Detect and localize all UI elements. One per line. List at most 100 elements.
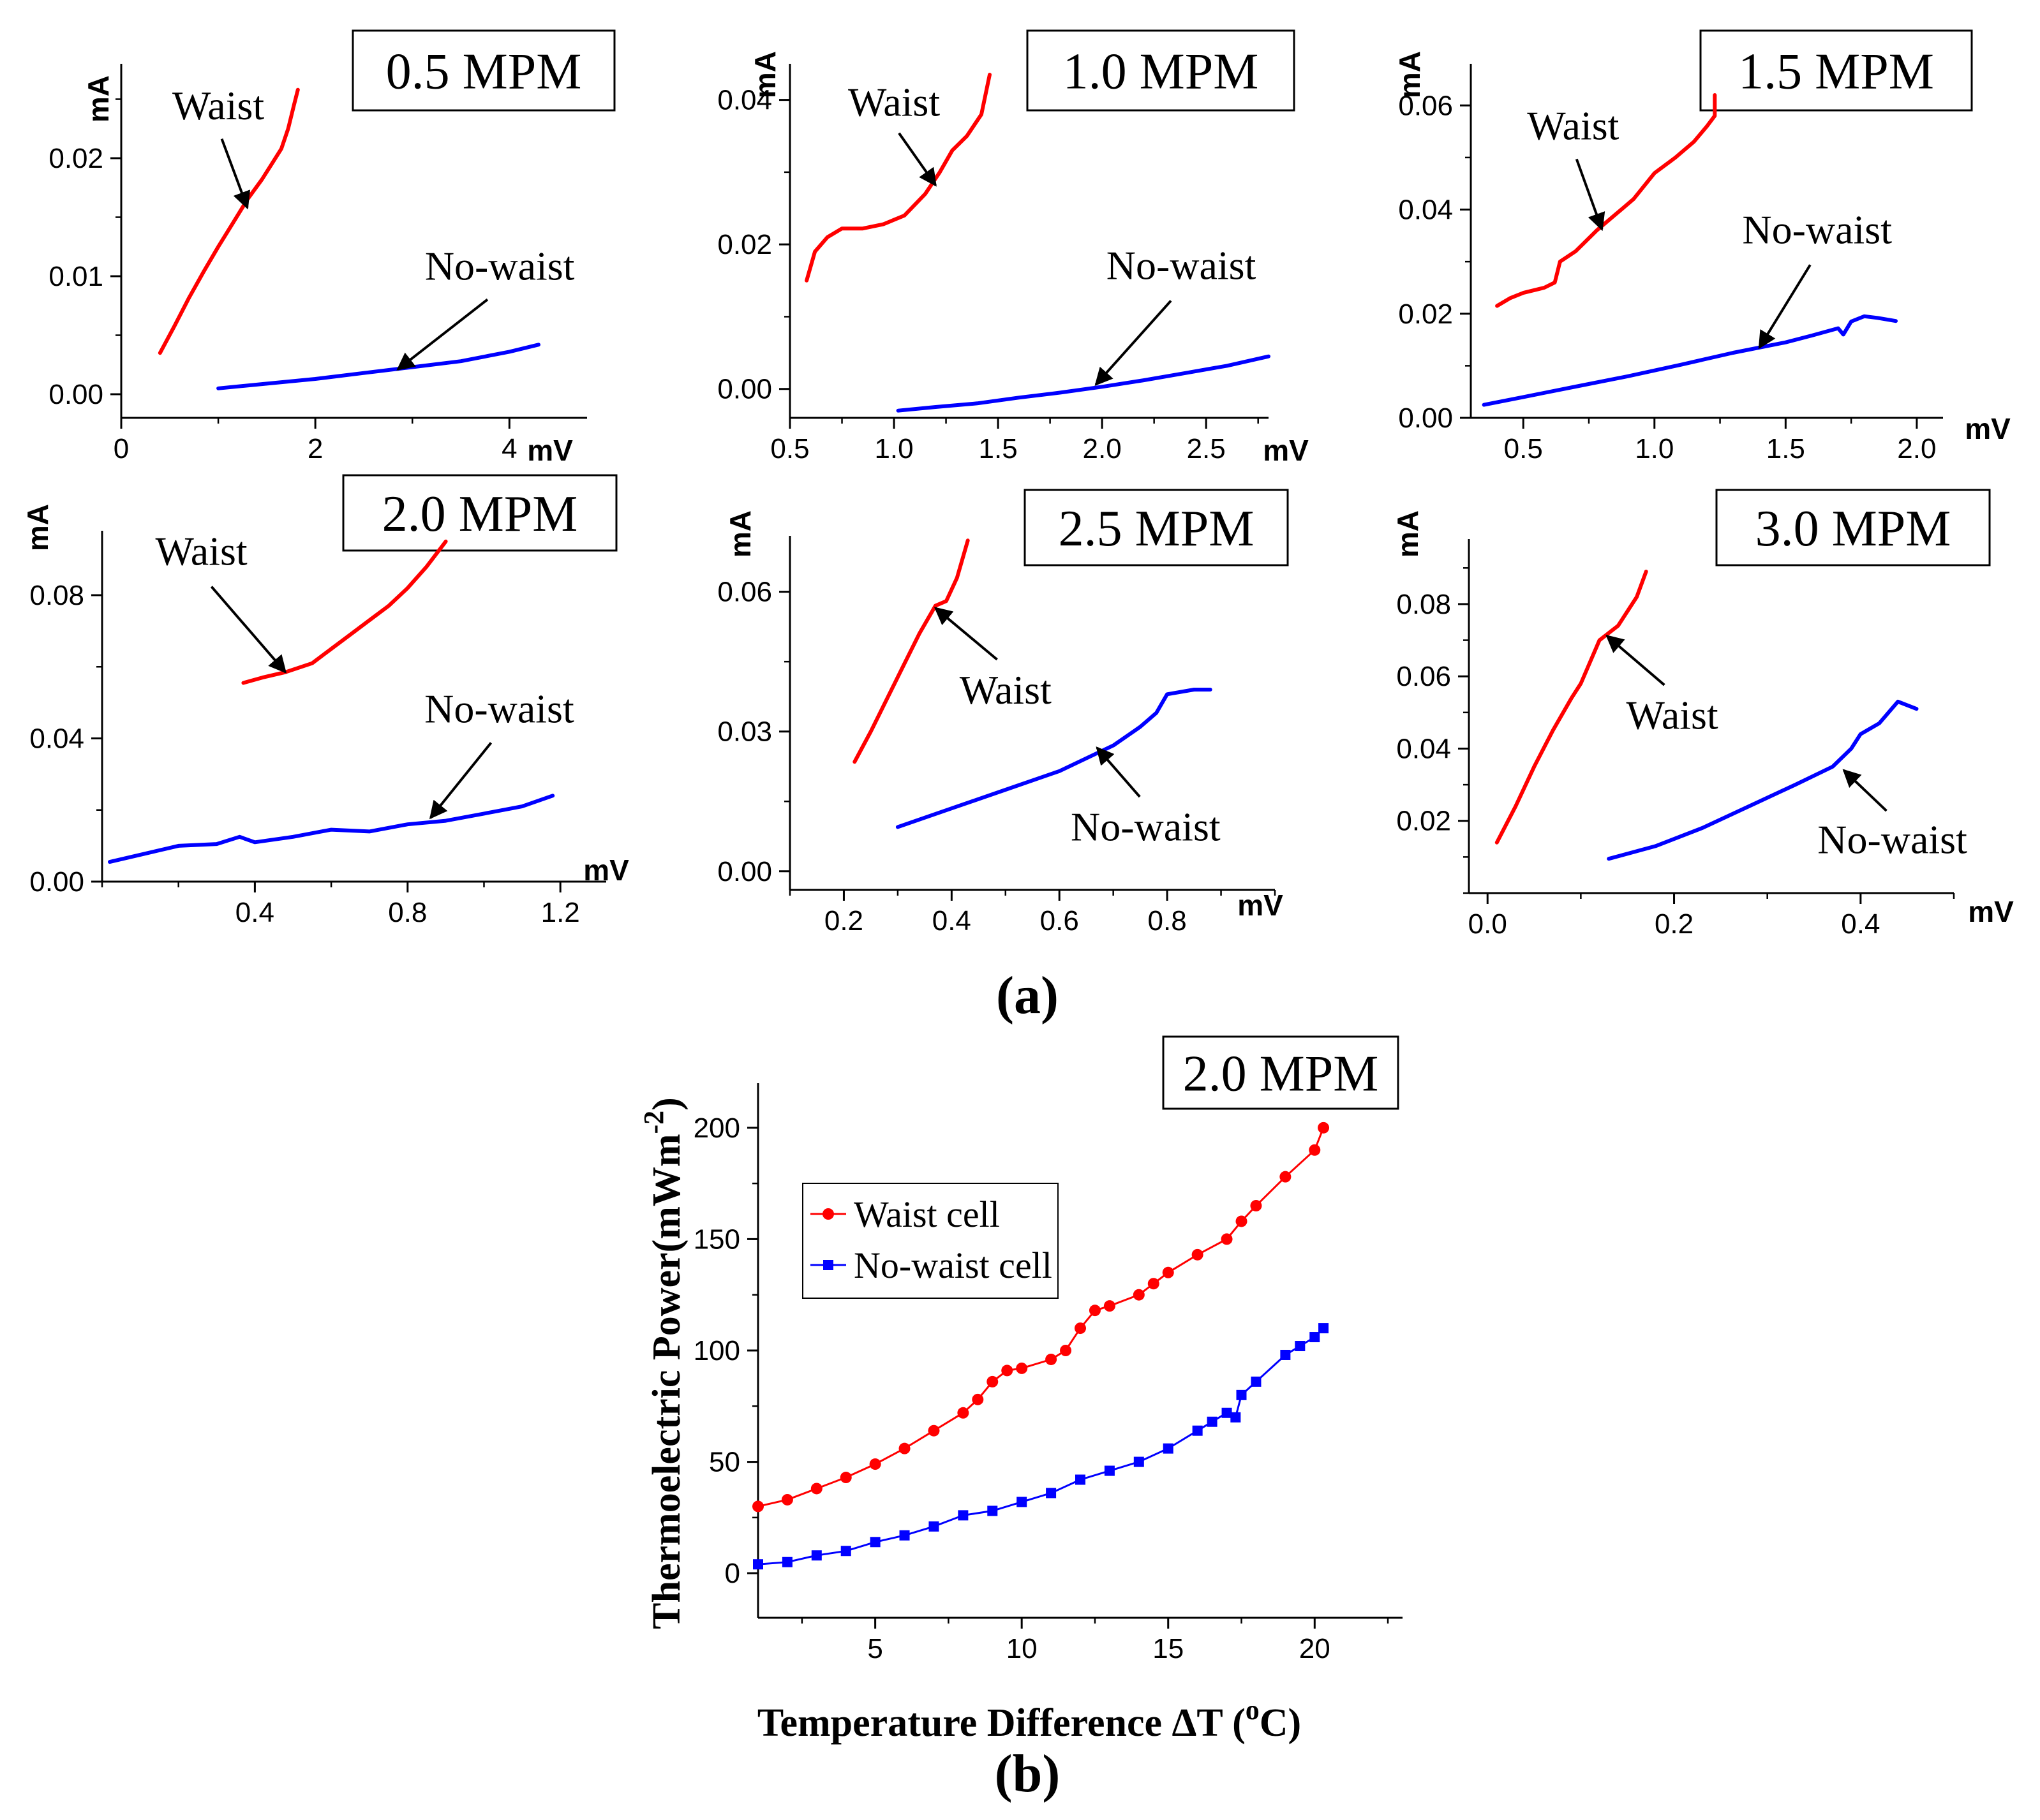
x-tick-label: 0.8	[388, 897, 427, 928]
y-tick-label: 0.04	[1398, 195, 1453, 226]
x-tick-label: 0	[114, 433, 129, 464]
x-tick-label: 4	[502, 433, 517, 464]
speed-label: 1.5 MPM	[1738, 44, 1934, 100]
y-axis-unit: mA	[21, 504, 54, 551]
data-point-waist-cell	[957, 1407, 969, 1419]
y-tick-label: 0.04	[1396, 733, 1451, 764]
y-axis-title-main: Thermoelectric Power(mWm	[645, 1134, 689, 1629]
annotation-waist: Waist	[156, 528, 248, 573]
speed-label-box: 3.0 MPM	[1715, 489, 1991, 566]
series-line-no-waist	[896, 354, 1270, 413]
iv-chart-2-0-mpm: 0.4 0.8 1.2 0.00 0.04 0.08 2.0 MPM mV mA Waist No-…	[21, 474, 629, 928]
y-tick-label: 0.02	[48, 143, 103, 174]
axes: 0.5 1.0 1.5 2.0 0.00 0.02 0.04 0.06	[1398, 64, 1943, 464]
x-tick-label: 1.5	[1766, 433, 1805, 464]
annotation-waist: Waist	[960, 667, 1052, 713]
data-point-no-waist-cell	[987, 1506, 998, 1516]
series-line-no-waist	[1607, 699, 1919, 861]
data-point-waist-cell	[1103, 1300, 1115, 1312]
y-axis-unit: mA	[82, 75, 115, 122]
y-tick-label: 100	[694, 1335, 740, 1366]
y-tick-label: 0.02	[717, 229, 772, 260]
annotation-no-waist: No-waist	[1742, 207, 1892, 253]
data-point-waist-cell	[1318, 1121, 1330, 1134]
x-axis-unit: mV	[1263, 434, 1309, 467]
x-axis-unit: mV	[1237, 889, 1283, 922]
speed-label-frame	[352, 29, 616, 112]
data-point-waist-cell	[1060, 1345, 1072, 1356]
speed-label-frame	[1715, 489, 1991, 566]
data-point-waist-cell	[1309, 1144, 1321, 1156]
annotation-no-waist: No-waist	[1071, 804, 1221, 850]
axes: 0.5 1.0 1.5 2.0 2.5 0.00 0.02 0.04	[717, 64, 1269, 464]
x-tick-label: 20	[1299, 1633, 1330, 1664]
data-point-waist-cell	[1147, 1278, 1159, 1290]
x-tick-label: 0.4	[235, 897, 274, 928]
x-tick-label: 0.4	[932, 905, 971, 936]
annotation-waist: Waist	[172, 83, 264, 128]
data-point-waist-cell	[752, 1500, 764, 1513]
x-tick-label: 0.6	[1040, 905, 1079, 936]
y-tick-label: 0.08	[1396, 589, 1451, 620]
x-tick-label: 0.2	[1655, 908, 1694, 940]
x-tick-label: 2.5	[1187, 433, 1226, 464]
annotation-arrow	[1758, 264, 1812, 350]
data-point-no-waist-cell	[782, 1557, 793, 1567]
x-tick-label: 0.0	[1468, 908, 1507, 940]
speed-label-box: 2.5 MPM	[1024, 489, 1289, 566]
data-point-no-waist-cell	[811, 1550, 822, 1561]
y-tick-label: 200	[694, 1113, 740, 1144]
y-axis-title: Thermoelectric Power(mWm-2)	[638, 1097, 689, 1629]
data-point-no-waist-cell	[753, 1559, 763, 1570]
data-point-no-waist-cell	[1230, 1412, 1241, 1423]
y-tick-label: 0.00	[717, 856, 772, 887]
x-axis-title-sup: o	[1246, 1694, 1260, 1726]
series-line-waist	[241, 539, 448, 685]
data-point-no-waist-cell	[1163, 1443, 1173, 1454]
x-axis-title-main: Temperature Difference ΔT (	[757, 1701, 1246, 1745]
x-axis-unit: mV	[1968, 895, 2014, 928]
x-tick-label: 0.5	[770, 433, 809, 464]
x-axis-unit: mV	[527, 434, 573, 467]
speed-label: 1.0 MPM	[1063, 44, 1259, 100]
y-tick-label: 0.00	[48, 379, 103, 410]
annotation-arrow	[210, 586, 287, 674]
data-point-waist-cell	[810, 1483, 823, 1495]
legend: Waist cell No-waist cell	[802, 1183, 1059, 1299]
annotation-no-waist: No-waist	[424, 686, 574, 731]
data-point-no-waist-cell	[1221, 1407, 1232, 1418]
y-tick-label: 0.08	[29, 580, 84, 611]
iv-chart-1-5-mpm: 0.5 1.0 1.5 2.0 0.00 0.02 0.04 0.06 1.5 MPM mV mA W…	[1393, 29, 2011, 464]
x-tick-label: 0.2	[824, 905, 863, 936]
speed-label-frame	[1026, 29, 1295, 112]
series-line-no-waist	[895, 688, 1212, 829]
speed-label: 0.5 MPM	[386, 44, 582, 100]
series-line-waist	[1494, 570, 1648, 845]
y-axis-title-sup: -2	[638, 1111, 669, 1134]
speed-label-box: 2.0 MPM	[342, 474, 618, 552]
data-point-no-waist-cell	[1309, 1332, 1320, 1343]
axes: 0.4 0.8 1.2 0.00 0.04 0.08	[29, 531, 606, 928]
data-point-waist-cell	[986, 1375, 999, 1387]
y-tick-label: 0.00	[29, 866, 84, 898]
data-point-waist-cell	[1235, 1215, 1247, 1227]
data-point-no-waist-cell	[1236, 1389, 1247, 1400]
y-tick-label: 50	[709, 1447, 740, 1478]
annotation-arrow	[1605, 634, 1665, 686]
data-point-waist-cell	[1001, 1365, 1013, 1377]
data-point-waist-cell	[1016, 1362, 1028, 1374]
data-point-waist-cell	[1089, 1305, 1101, 1317]
annotation-arrow	[898, 132, 937, 187]
series-line-waist	[852, 538, 970, 764]
x-tick-label: 10	[1006, 1633, 1038, 1664]
y-axis-unit: mA	[1391, 510, 1424, 558]
data-point-no-waist-cell	[1192, 1425, 1203, 1436]
speed-label-frame	[1162, 1035, 1399, 1110]
speed-label-frame	[1699, 29, 1973, 112]
iv-chart-1-0-mpm: 0.5 1.0 1.5 2.0 2.5 0.00 0.02 0.04 1.0 MPM mV mA Wa…	[717, 29, 1309, 467]
annotation-arrow	[1842, 769, 1887, 812]
y-tick-label: 0.04	[29, 723, 84, 755]
data-point-no-waist-cell	[840, 1546, 851, 1557]
